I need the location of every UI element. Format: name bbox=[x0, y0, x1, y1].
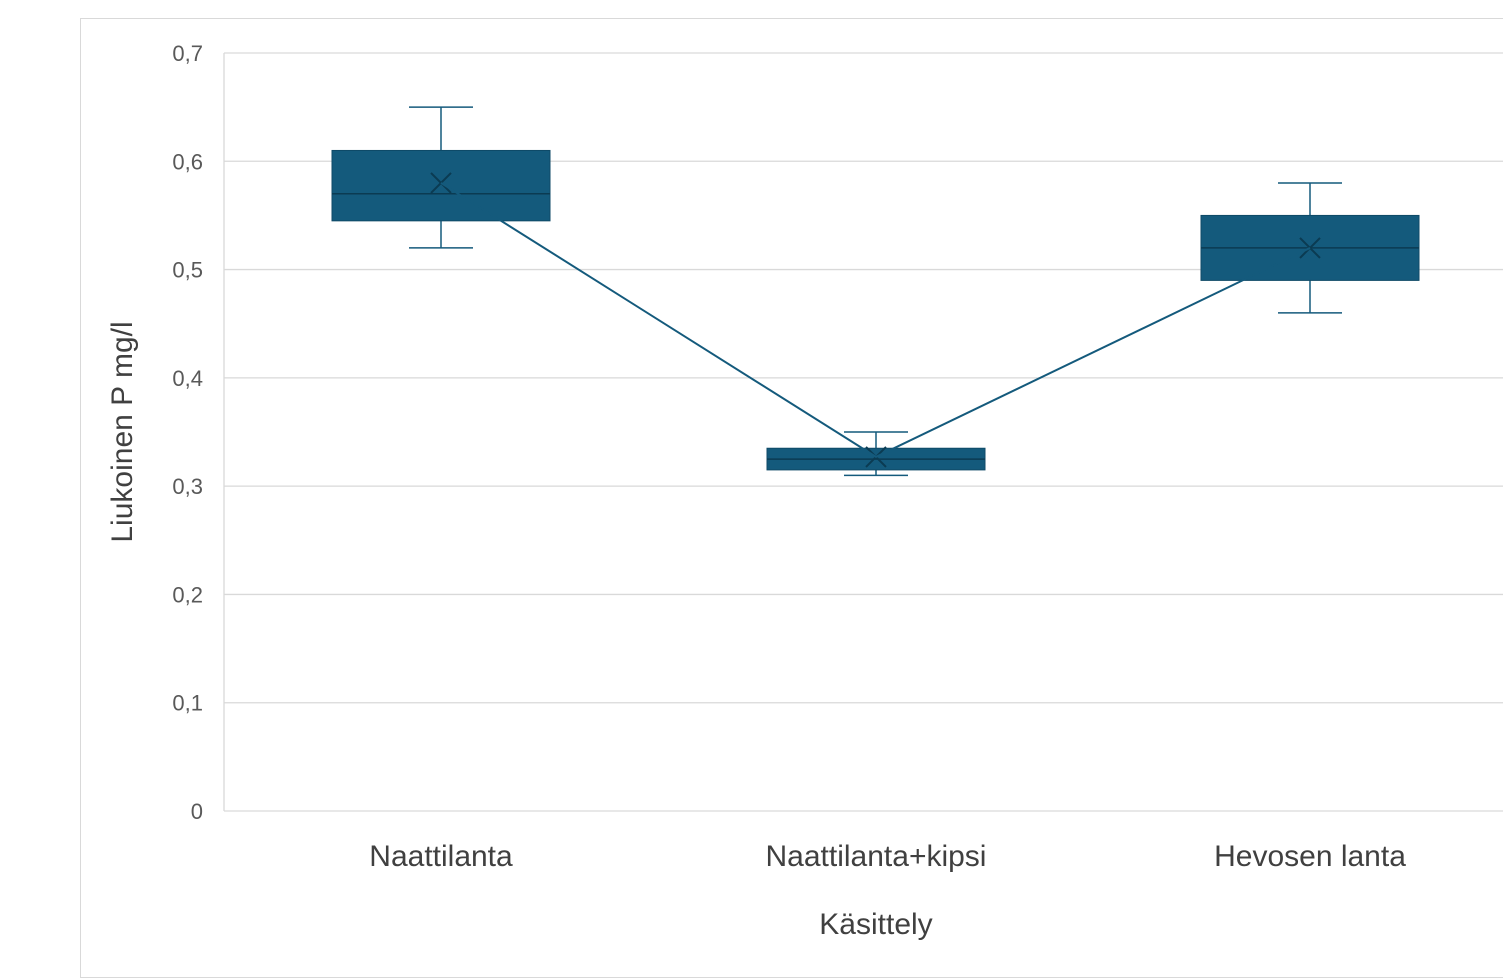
mean-line bbox=[440, 182, 1311, 459]
box-1 bbox=[766, 431, 986, 477]
x-category-label: Naattilanta+kipsi bbox=[766, 840, 987, 873]
y-tick-label: 0,1 bbox=[172, 691, 203, 716]
x-category-label: Naattilanta bbox=[369, 840, 513, 873]
y-axis-title: Liukoinen P mg/l bbox=[106, 321, 139, 542]
y-axis-tick-labels: 0 0,1 0,2 0,3 0,4 0,5 0,6 0,7 bbox=[172, 41, 203, 824]
y-tick-label: 0 bbox=[191, 799, 203, 824]
box-0 bbox=[331, 106, 551, 249]
boxes bbox=[331, 106, 1420, 477]
box-plot-chart: 00,10,20,30,40,50,60,7 Naattilanta Naatti… bbox=[106, 41, 1503, 941]
x-axis-title: Käsittely bbox=[819, 908, 932, 941]
mean-marker bbox=[1299, 237, 1321, 259]
y-tick-label: 0,6 bbox=[172, 149, 203, 174]
y-tick-label: 0,7 bbox=[172, 41, 203, 66]
y-tick-label: 0,2 bbox=[172, 582, 203, 607]
chart-frame bbox=[80, 18, 1503, 978]
box-2 bbox=[1200, 182, 1420, 314]
mean-connector-line bbox=[440, 182, 1311, 459]
box-iqr bbox=[331, 149, 551, 222]
y-tick-label: 0,5 bbox=[172, 258, 203, 283]
x-category-label: Hevosen lanta bbox=[1214, 840, 1406, 873]
y-tick-label: 0,3 bbox=[172, 474, 203, 499]
x-axis-category-labels: Naattilanta Naattilanta+kipsi Hevosen lant… bbox=[369, 840, 1406, 873]
y-tick-label: 0,4 bbox=[172, 366, 203, 391]
